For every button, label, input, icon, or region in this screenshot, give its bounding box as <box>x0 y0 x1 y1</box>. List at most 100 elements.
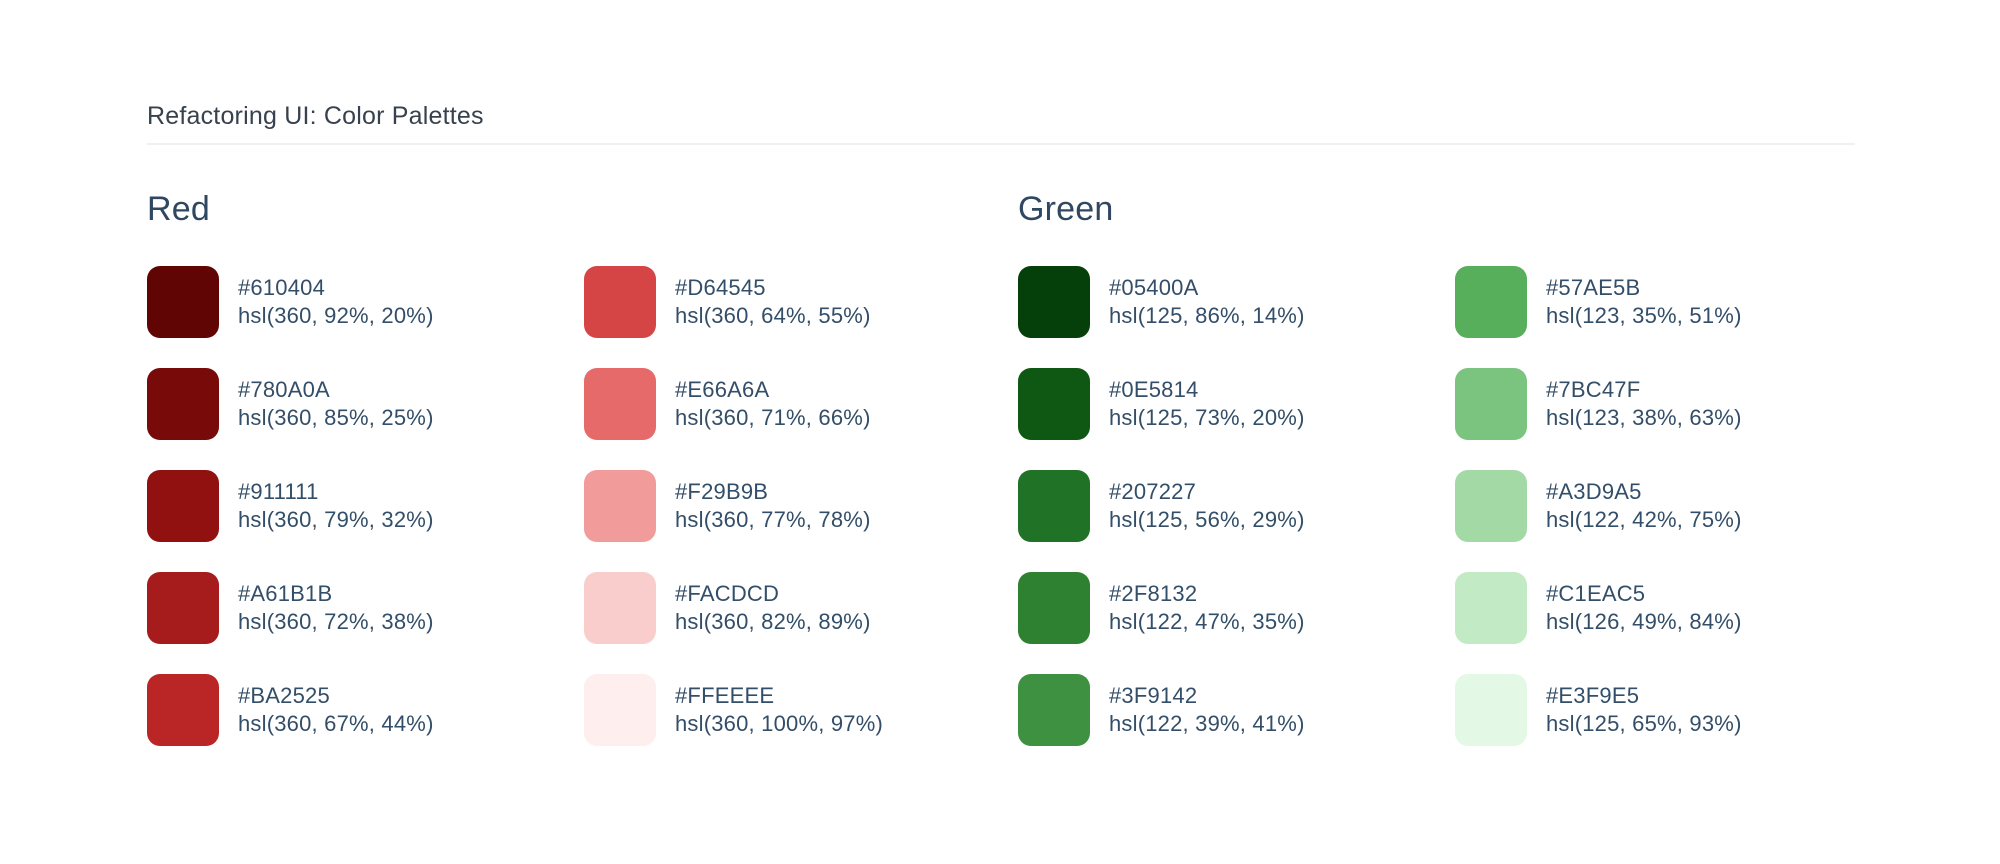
color-swatch-tile <box>1018 571 1090 644</box>
color-swatch-item: #7BC47F hsl(123, 38%, 63%) <box>1455 367 1892 440</box>
color-swatch-item: #57AE5B hsl(123, 35%, 51%) <box>1455 265 1892 338</box>
color-hex-label: #3F9142 <box>1109 682 1198 708</box>
color-swatch-labels: #911111 hsl(360, 79%, 32%) <box>238 470 434 542</box>
palette-sections: Red #610404 hsl(360, 92%, 20%) #780A0A h… <box>147 145 2000 746</box>
color-hex-label: #05400A <box>1109 274 1199 300</box>
color-swatch-labels: #D64545 hsl(360, 64%, 55%) <box>675 266 871 338</box>
color-hsl-label: hsl(360, 77%, 78%) <box>675 506 871 532</box>
color-swatch-tile <box>584 673 656 746</box>
color-swatch-labels: #207227 hsl(125, 56%, 29%) <box>1109 470 1305 542</box>
palette-section-red: Red #610404 hsl(360, 92%, 20%) #780A0A h… <box>147 145 1018 746</box>
color-swatch-labels: #FACDCD hsl(360, 82%, 89%) <box>675 572 871 644</box>
color-hsl-label: hsl(122, 47%, 35%) <box>1109 608 1305 634</box>
color-hsl-label: hsl(360, 71%, 66%) <box>675 404 871 430</box>
color-swatch-labels: #BA2525 hsl(360, 67%, 44%) <box>238 674 434 746</box>
color-swatch-labels: #FFEEEE hsl(360, 100%, 97%) <box>675 674 883 746</box>
color-hsl-label: hsl(123, 38%, 63%) <box>1546 404 1742 430</box>
color-swatch-item: #FFEEEE hsl(360, 100%, 97%) <box>584 673 1021 746</box>
color-hsl-label: hsl(126, 49%, 84%) <box>1546 608 1742 634</box>
color-hex-label: #207227 <box>1109 478 1197 504</box>
color-hex-label: #7BC47F <box>1546 376 1641 402</box>
color-hsl-label: hsl(125, 86%, 14%) <box>1109 302 1305 328</box>
color-swatch-labels: #E3F9E5 hsl(125, 65%, 93%) <box>1546 674 1742 746</box>
color-hsl-label: hsl(360, 67%, 44%) <box>238 710 434 736</box>
color-hex-label: #E3F9E5 <box>1546 682 1640 708</box>
color-swatch-labels: #780A0A hsl(360, 85%, 25%) <box>238 368 434 440</box>
color-swatch-item: #BA2525 hsl(360, 67%, 44%) <box>147 673 584 746</box>
color-swatch-tile <box>1455 367 1527 440</box>
color-swatch-item: #F29B9B hsl(360, 77%, 78%) <box>584 469 1021 542</box>
color-swatch-labels: #610404 hsl(360, 92%, 20%) <box>238 266 434 338</box>
palette-grid-red: #610404 hsl(360, 92%, 20%) #780A0A hsl(3… <box>147 265 1021 746</box>
color-swatch-item: #D64545 hsl(360, 64%, 55%) <box>584 265 1021 338</box>
color-swatch-labels: #05400A hsl(125, 86%, 14%) <box>1109 266 1305 338</box>
color-swatch-item: #207227 hsl(125, 56%, 29%) <box>1018 469 1455 542</box>
color-swatch-tile <box>147 571 219 644</box>
color-swatch-tile <box>147 673 219 746</box>
color-swatch-tile <box>147 367 219 440</box>
color-swatch-labels: #F29B9B hsl(360, 77%, 78%) <box>675 470 871 542</box>
color-swatch-tile <box>584 469 656 542</box>
color-hsl-label: hsl(360, 64%, 55%) <box>675 302 871 328</box>
color-swatch-tile <box>1455 571 1527 644</box>
color-hex-label: #F29B9B <box>675 478 769 504</box>
color-hsl-label: hsl(360, 85%, 25%) <box>238 404 434 430</box>
palette-heading-green: Green <box>1018 190 1114 228</box>
color-hex-label: #780A0A <box>238 376 330 402</box>
color-swatch-item: #610404 hsl(360, 92%, 20%) <box>147 265 584 338</box>
color-hsl-label: hsl(123, 35%, 51%) <box>1546 302 1742 328</box>
color-swatch-item: #E66A6A hsl(360, 71%, 66%) <box>584 367 1021 440</box>
color-hsl-label: hsl(360, 82%, 89%) <box>675 608 871 634</box>
color-swatch-item: #0E5814 hsl(125, 73%, 20%) <box>1018 367 1455 440</box>
color-hex-label: #C1EAC5 <box>1546 580 1646 606</box>
color-swatch-tile <box>584 571 656 644</box>
color-swatch-item: #780A0A hsl(360, 85%, 25%) <box>147 367 584 440</box>
color-hsl-label: hsl(122, 42%, 75%) <box>1546 506 1742 532</box>
color-hsl-label: hsl(125, 73%, 20%) <box>1109 404 1305 430</box>
color-swatch-tile <box>1018 367 1090 440</box>
color-swatch-labels: #7BC47F hsl(123, 38%, 63%) <box>1546 368 1742 440</box>
color-hsl-label: hsl(125, 65%, 93%) <box>1546 710 1742 736</box>
color-swatch-item: #E3F9E5 hsl(125, 65%, 93%) <box>1455 673 1892 746</box>
color-hex-label: #E66A6A <box>675 376 770 402</box>
color-swatch-labels: #A61B1B hsl(360, 72%, 38%) <box>238 572 434 644</box>
color-swatch-labels: #A3D9A5 hsl(122, 42%, 75%) <box>1546 470 1742 542</box>
color-hsl-label: hsl(360, 100%, 97%) <box>675 710 884 736</box>
color-swatch-tile <box>1455 469 1527 542</box>
color-swatch-labels: #2F8132 hsl(122, 47%, 35%) <box>1109 572 1305 644</box>
palette-grid-green: #05400A hsl(125, 86%, 14%) #0E5814 hsl(1… <box>1018 265 1892 746</box>
color-swatch-tile <box>1455 265 1527 338</box>
color-swatch-labels: #57AE5B hsl(123, 35%, 51%) <box>1546 266 1742 338</box>
color-swatch-item: #A61B1B hsl(360, 72%, 38%) <box>147 571 584 644</box>
color-hex-label: #A61B1B <box>238 580 333 606</box>
color-swatch-labels: #0E5814 hsl(125, 73%, 20%) <box>1109 368 1305 440</box>
color-swatch-tile <box>1018 265 1090 338</box>
color-hsl-label: hsl(360, 79%, 32%) <box>238 506 434 532</box>
color-hex-label: #A3D9A5 <box>1546 478 1642 504</box>
color-swatch-tile <box>1018 469 1090 542</box>
color-swatch-labels: #E66A6A hsl(360, 71%, 66%) <box>675 368 871 440</box>
color-swatch-tile <box>584 367 656 440</box>
color-hex-label: #D64545 <box>675 274 766 300</box>
color-hex-label: #BA2525 <box>238 682 330 708</box>
color-swatch-item: #A3D9A5 hsl(122, 42%, 75%) <box>1455 469 1892 542</box>
palette-heading-red: Red <box>147 190 210 228</box>
color-hsl-label: hsl(125, 56%, 29%) <box>1109 506 1305 532</box>
color-swatch-tile <box>1455 673 1527 746</box>
color-hsl-label: hsl(360, 72%, 38%) <box>238 608 434 634</box>
color-swatch-item: #05400A hsl(125, 86%, 14%) <box>1018 265 1455 338</box>
page-title: Refactoring UI: Color Palettes <box>147 102 484 130</box>
color-swatch-item: #2F8132 hsl(122, 47%, 35%) <box>1018 571 1455 644</box>
color-swatch-tile <box>147 469 219 542</box>
color-swatch-labels: #C1EAC5 hsl(126, 49%, 84%) <box>1546 572 1742 644</box>
color-hsl-label: hsl(122, 39%, 41%) <box>1109 710 1305 736</box>
color-swatch-item: #911111 hsl(360, 79%, 32%) <box>147 469 584 542</box>
color-swatch-tile <box>584 265 656 338</box>
color-hex-label: #0E5814 <box>1109 376 1199 402</box>
color-hex-label: #2F8132 <box>1109 580 1198 606</box>
color-swatch-item: #C1EAC5 hsl(126, 49%, 84%) <box>1455 571 1892 644</box>
color-hex-label: #610404 <box>238 274 326 300</box>
color-hex-label: #57AE5B <box>1546 274 1641 300</box>
color-swatch-tile <box>147 265 219 338</box>
